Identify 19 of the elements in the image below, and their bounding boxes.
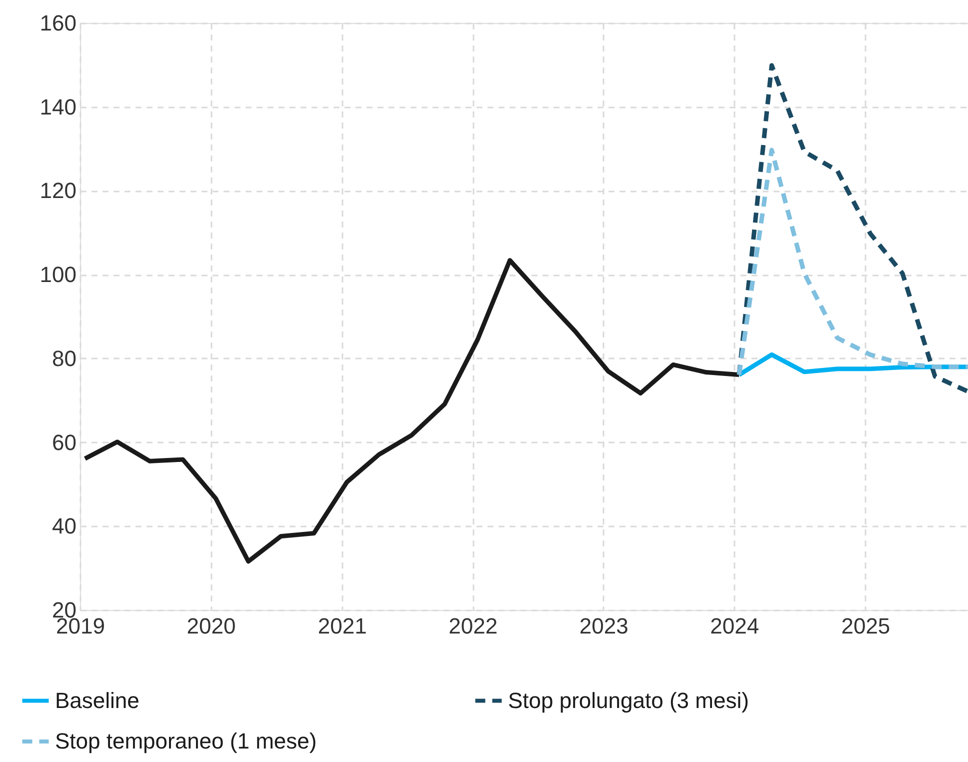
x-tick-label: 2022 [448,614,498,638]
y-tick-label: 80 [52,346,76,371]
line-series [736,148,968,378]
y-tick-label: 100 [40,262,76,288]
y-tick-label: 160 [40,10,76,36]
x-tick-label: 2025 [841,614,890,638]
y-tick-label: 120 [40,178,76,204]
x-tick-label: 2021 [318,614,367,638]
y-tick-label: 140 [40,94,76,120]
y-tick-label: 40 [52,514,76,539]
y-tick-label: 60 [52,430,76,455]
line-series [736,63,968,394]
legend-label: Stop temporaneo (1 mese) [55,728,317,754]
x-tick-label: 2024 [710,614,760,638]
x-tick-label: 2023 [579,614,628,638]
line-series [82,258,742,564]
x-tick-label: 2020 [186,614,236,638]
legend-label: Stop prolungato (3 mesi) [508,688,749,713]
legend-label: Baseline [55,688,140,713]
